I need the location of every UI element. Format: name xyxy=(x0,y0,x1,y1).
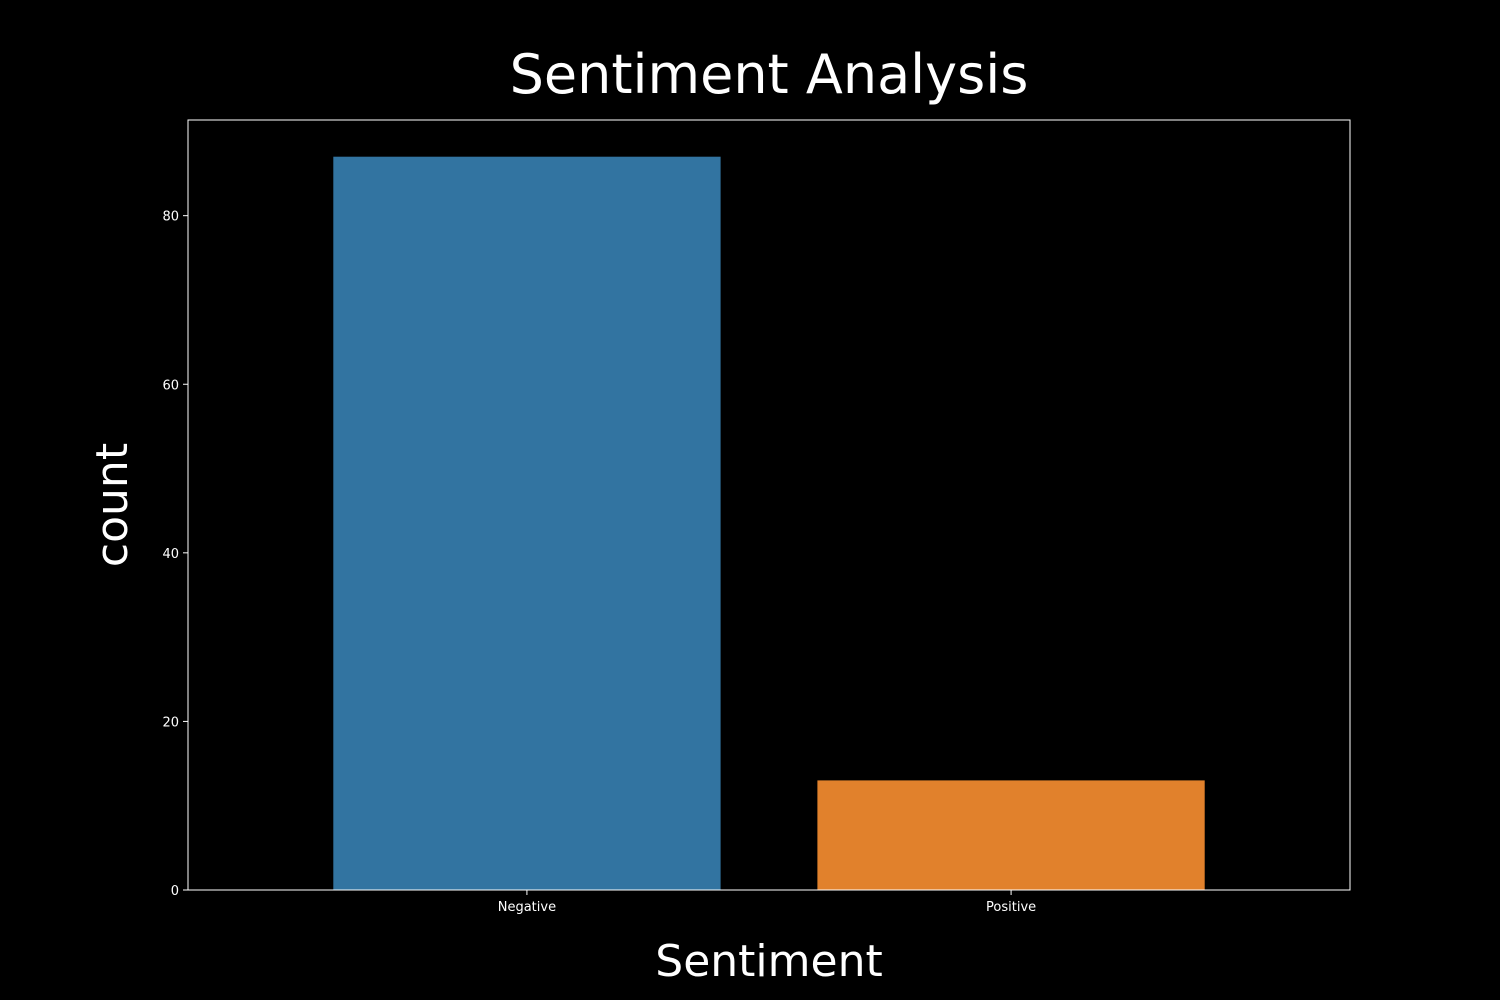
plot-frame xyxy=(187,119,1351,891)
x-tick-label-positive: Positive xyxy=(986,900,1036,915)
y-tick-label: 20 xyxy=(162,715,179,730)
y-axis-ticks: 0 20 40 60 80 xyxy=(162,210,188,899)
bar-positive xyxy=(817,780,1205,890)
y-tick-label: 60 xyxy=(162,378,179,393)
x-tick-label-negative: Negative xyxy=(498,900,556,915)
x-axis-label: Sentiment xyxy=(655,936,882,987)
y-tick-label: 80 xyxy=(162,210,179,225)
y-tick-label: 0 xyxy=(171,884,179,899)
x-axis-ticks: Negative Positive xyxy=(498,890,1036,915)
y-tick-label: 40 xyxy=(162,547,179,562)
chart-title: Sentiment Analysis xyxy=(510,43,1029,106)
bars-layer xyxy=(333,156,1205,890)
y-axis-label: count xyxy=(87,443,138,567)
bar-negative xyxy=(333,156,721,890)
